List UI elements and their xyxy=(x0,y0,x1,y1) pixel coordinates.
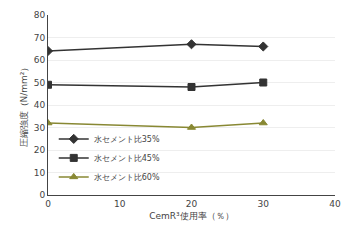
svg-text:40: 40 xyxy=(329,199,341,209)
svg-text:10: 10 xyxy=(34,168,46,178)
svg-text:0: 0 xyxy=(39,190,45,200)
svg-text:70: 70 xyxy=(34,33,46,43)
svg-text:50: 50 xyxy=(34,78,46,88)
svg-text:80: 80 xyxy=(34,10,46,20)
svg-text:30: 30 xyxy=(258,199,270,209)
svg-text:水セメント比35%: 水セメント比35% xyxy=(94,135,160,144)
svg-text:40: 40 xyxy=(34,100,46,110)
svg-text:60: 60 xyxy=(34,55,46,65)
svg-text:圧縮強度（N/mm²）: 圧縮強度（N/mm²） xyxy=(19,63,29,148)
svg-text:水セメント比60%: 水セメント比60% xyxy=(94,173,160,182)
svg-text:20: 20 xyxy=(186,199,198,209)
svg-text:30: 30 xyxy=(34,123,46,133)
svg-text:20: 20 xyxy=(34,145,46,155)
svg-text:水セメント比45%: 水セメント比45% xyxy=(94,154,160,163)
svg-text:10: 10 xyxy=(114,199,126,209)
svg-text:0: 0 xyxy=(45,199,51,209)
svg-text:CemR³使用率（％）: CemR³使用率（％） xyxy=(149,211,233,221)
